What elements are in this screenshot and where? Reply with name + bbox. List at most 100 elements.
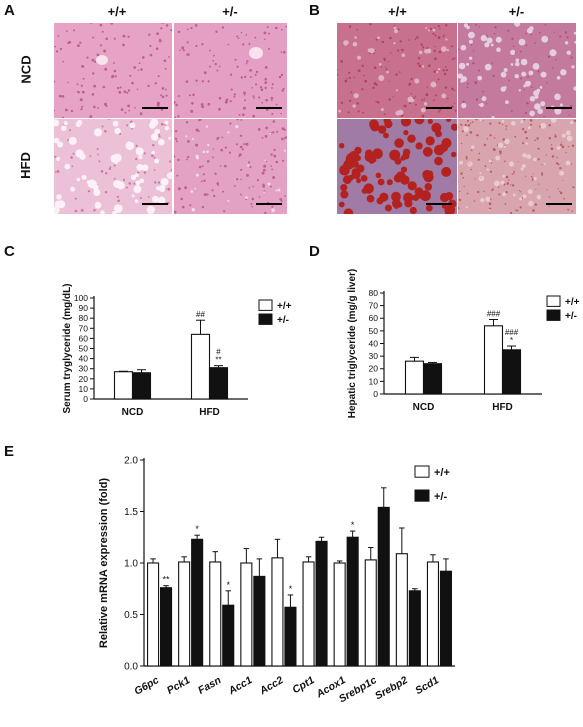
nucleus-dot bbox=[271, 87, 273, 89]
lipid-vacuole bbox=[64, 163, 71, 170]
lipid-droplet bbox=[534, 139, 536, 142]
nucleus-dot bbox=[67, 41, 70, 45]
lipid-droplet bbox=[422, 169, 432, 180]
nucleus-dot bbox=[233, 185, 236, 187]
lipid-droplet bbox=[561, 145, 565, 149]
tissue-highlight bbox=[395, 89, 398, 92]
lipid-droplet bbox=[571, 144, 575, 147]
lipid-droplet bbox=[453, 102, 456, 104]
lipid-droplet bbox=[519, 50, 522, 53]
nucleus-dot bbox=[272, 176, 276, 179]
nucleus-dot bbox=[190, 109, 194, 113]
nucleus-dot bbox=[240, 76, 243, 79]
tissue-highlight bbox=[401, 53, 405, 57]
micrograph-he-hfd-wt bbox=[54, 119, 172, 214]
lipid-droplet bbox=[390, 52, 392, 54]
lipid-droplet bbox=[450, 45, 453, 48]
lipid-vacuole bbox=[158, 138, 165, 146]
lipid-droplet bbox=[420, 190, 431, 202]
nucleus-dot bbox=[229, 122, 232, 125]
tissue-highlight bbox=[486, 37, 493, 44]
nucleus-dot bbox=[212, 148, 215, 150]
lipid-droplet bbox=[429, 27, 432, 31]
nucleus-dot bbox=[139, 197, 142, 199]
lipid-droplet bbox=[497, 186, 500, 188]
nucleus-dot bbox=[70, 109, 74, 113]
significance-mark: # bbox=[216, 348, 221, 357]
lipid-droplet bbox=[418, 64, 422, 68]
tissue-highlight bbox=[525, 142, 528, 145]
lipid-droplet bbox=[479, 26, 481, 28]
lipid-droplet bbox=[437, 78, 440, 81]
lipid-droplet bbox=[432, 32, 435, 35]
nucleus-dot bbox=[230, 88, 233, 91]
lipid-vacuole bbox=[150, 133, 159, 141]
nucleus-dot bbox=[174, 130, 178, 133]
tissue-highlight bbox=[519, 197, 523, 201]
nucleus-dot bbox=[72, 152, 75, 155]
category-label: HFD bbox=[199, 407, 220, 418]
nucleus-dot bbox=[186, 158, 188, 161]
nucleus-dot bbox=[177, 187, 181, 191]
tissue-highlight bbox=[418, 50, 423, 55]
nucleus-dot bbox=[165, 94, 168, 97]
legend-label: +/- bbox=[434, 491, 447, 503]
lipid-droplet bbox=[374, 50, 376, 52]
lipid-droplet bbox=[422, 46, 425, 49]
tissue-highlight bbox=[522, 194, 527, 199]
nucleus-dot bbox=[203, 193, 207, 197]
lipid-droplet bbox=[423, 98, 426, 100]
lipid-vacuole bbox=[271, 208, 275, 213]
nucleus-dot bbox=[271, 83, 274, 86]
tissue-highlight bbox=[528, 70, 534, 76]
micrograph-oro-hfd-het-image bbox=[458, 119, 576, 214]
tissue-highlight bbox=[554, 93, 561, 101]
panel-b-letter: B bbox=[309, 2, 320, 19]
lipid-droplet bbox=[520, 191, 522, 193]
nucleus-dot bbox=[139, 112, 143, 116]
lipid-droplet bbox=[473, 200, 476, 202]
lipid-droplet bbox=[458, 198, 462, 202]
lipid-droplet bbox=[508, 79, 510, 82]
lipid-droplet bbox=[377, 178, 385, 186]
lipid-droplet bbox=[354, 155, 361, 162]
tissue-highlight bbox=[463, 23, 468, 28]
lipid-droplet bbox=[527, 76, 529, 78]
nucleus-dot bbox=[249, 75, 252, 78]
lipid-droplet bbox=[421, 114, 425, 118]
lipid-droplet bbox=[370, 122, 380, 132]
y-tick-label: 100 bbox=[74, 293, 88, 303]
lipid-droplet bbox=[435, 94, 438, 97]
nucleus-dot bbox=[258, 196, 261, 198]
tissue-highlight bbox=[564, 41, 569, 45]
nucleus-dot bbox=[203, 71, 207, 75]
lipid-droplet bbox=[560, 141, 562, 143]
nucleus-dot bbox=[113, 69, 117, 73]
legend-label: +/+ bbox=[565, 297, 580, 308]
nucleus-dot bbox=[248, 161, 251, 164]
nucleus-dot bbox=[148, 33, 151, 36]
y-tick-label: 40 bbox=[369, 338, 379, 348]
nucleus-dot bbox=[126, 124, 129, 127]
tissue-highlight bbox=[437, 68, 441, 71]
tissue-highlight bbox=[529, 96, 536, 102]
legend-label: +/- bbox=[565, 311, 577, 322]
nucleus-dot bbox=[285, 25, 287, 28]
nucleus-dot bbox=[256, 179, 259, 182]
lipid-droplet bbox=[494, 26, 497, 29]
tissue-highlight bbox=[556, 76, 561, 80]
lipid-droplet bbox=[537, 147, 540, 150]
lipid-droplet bbox=[391, 198, 401, 208]
nucleus-dot bbox=[243, 91, 246, 95]
tissue-highlight bbox=[459, 160, 464, 165]
lipid-droplet bbox=[460, 172, 463, 175]
nucleus-dot bbox=[177, 30, 181, 34]
y-tick-label: 0 bbox=[373, 389, 378, 399]
lipid-vacuole bbox=[164, 120, 169, 125]
nucleus-dot bbox=[79, 41, 82, 44]
nucleus-dot bbox=[273, 154, 277, 158]
y-axis-label: Hepatic triglyceride (mg/g liver) bbox=[347, 269, 358, 419]
nucleus-dot bbox=[240, 193, 242, 196]
tissue-highlight bbox=[515, 61, 520, 67]
nucleus-dot bbox=[254, 36, 257, 39]
